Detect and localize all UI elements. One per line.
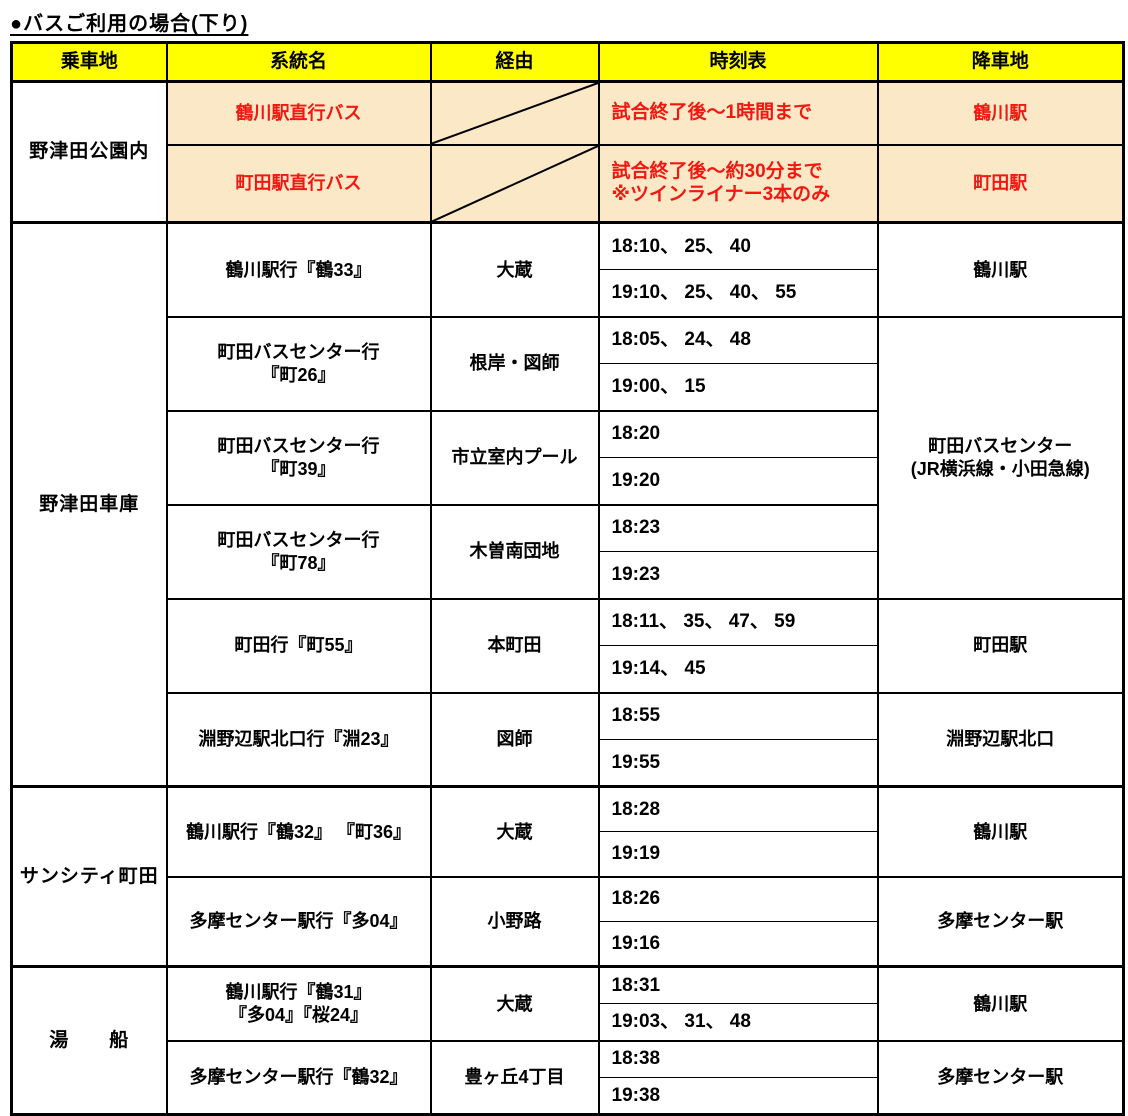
bus-timetable: 乗車地 系統名 経由 時刻表 降車地 野津田公園内 鶴川駅直行バス 試合終了後～… (10, 41, 1125, 1116)
route-name-cell: 町田駅直行バス (165, 143, 432, 224)
route-name-cell: 鶴川駅行『鶴32』 『町36』 (165, 785, 432, 878)
boarding-cell: サンシティ町田 (10, 785, 168, 968)
route-name-cell: 鶴川駅行『鶴31』 『多04』『桜24』 (165, 965, 432, 1042)
route-name-cell: 鶴川駅行『鶴33』 (165, 221, 432, 318)
dropoff-cell: 多摩センター駅 (876, 1039, 1125, 1116)
time-cell-18: 18:11、 35、 47、 59 (597, 597, 879, 646)
table-row: 19:20 (12, 457, 1124, 506)
table-row: 町田バスセンター行 『町78』 木曽南団地 18:23 (12, 503, 1124, 600)
table-row: 町田駅直行バス 試合終了後～約30分まで ※ツインライナー3本のみ 町田駅 (12, 143, 1125, 224)
time-cell-19: 19:20 (597, 457, 879, 506)
time-cell-19: 19:38 (597, 1077, 879, 1116)
dropoff-cell: 鶴川駅 (876, 80, 1125, 146)
time-cell-19: 19:03、 31、 48 (597, 1003, 879, 1042)
time-cell-19: 19:19 (597, 831, 879, 878)
time-cell-18: 18:26 (597, 875, 879, 922)
diagonal-slash-icon (432, 83, 598, 144)
via-cell: 市立室内プール (429, 409, 600, 506)
table-row: 19:23 (12, 551, 1124, 600)
time-cell-18: 18:28 (597, 785, 879, 832)
header-schedule: 時刻表 (597, 41, 879, 83)
table-row: 多摩センター駅行『鶴32』 豊ヶ丘4丁目 18:38 多摩センター駅 (12, 1039, 1125, 1116)
route-name-cell: 町田バスセンター行 『町39』 (165, 409, 432, 506)
route-name-cell: 町田バスセンター行 『町78』 (165, 503, 432, 600)
dropoff-cell: 鶴川駅 (876, 221, 1125, 318)
dropoff-cell: 淵野辺駅北口 (876, 691, 1125, 788)
table-row: 19:55 (12, 739, 1124, 788)
table-row: 野津田公園内 鶴川駅直行バス 試合終了後～1時間まで 鶴川駅 (10, 80, 1125, 224)
table-row: サンシティ町田 鶴川駅行『鶴32』 『町36』 大蔵 18:28 鶴川駅 (10, 785, 1125, 968)
header-boarding: 乗車地 (10, 41, 168, 83)
via-cell: 木曽南団地 (429, 503, 600, 600)
page-title: ●バスご利用の場合(下り) (10, 13, 249, 35)
time-cell-19: 19:55 (597, 739, 879, 788)
boarding-cell: 野津田車庫 (10, 221, 168, 788)
via-cell: 根岸・図師 (429, 315, 600, 412)
table-row: 19:03、 31、 48 (12, 1003, 1124, 1042)
time-cell-19: 19:00、 15 (597, 363, 879, 412)
table-row: 19:16 (12, 921, 1124, 968)
table-row: 湯 船 鶴川駅行『鶴31』 『多04』『桜24』 大蔵 18:31 鶴川駅 (10, 965, 1125, 1116)
table-row: 淵野辺駅北口行『淵23』 図師 18:55 淵野辺駅北口 (12, 691, 1125, 788)
route-name-cell: 多摩センター駅行『多04』 (165, 875, 432, 968)
table-header-row: 乗車地 系統名 経由 時刻表 降車地 (10, 41, 1125, 83)
table-row: 19:19 (12, 831, 1124, 878)
table-row: 19:00、 15 (12, 363, 1124, 412)
diagonal-slash-icon (432, 146, 598, 222)
schedule-cell: 試合終了後～1時間まで (597, 80, 879, 146)
boarding-cell: 野津田公園内 (10, 80, 168, 224)
boarding-cell: 湯 船 (10, 965, 168, 1116)
route-name-cell: 淵野辺駅北口行『淵23』 (165, 691, 432, 788)
time-cell-18: 18:20 (597, 409, 879, 458)
time-cell-19: 19:16 (597, 921, 879, 968)
table-row: 野津田車庫 鶴川駅行『鶴33』 大蔵 18:10、 25、 40 鶴川駅 (10, 221, 1125, 788)
dropoff-cell: 町田駅 (876, 143, 1125, 224)
dropoff-cell: 多摩センター駅 (876, 875, 1125, 968)
time-cell-19: 19:23 (597, 551, 879, 600)
time-cell-18: 18:31 (597, 965, 879, 1004)
route-name-cell: 町田行『町55』 (165, 597, 432, 694)
header-dropoff: 降車地 (876, 41, 1125, 83)
table-row: 町田行『町55』 本町田 18:11、 35、 47、 59 町田駅 (12, 597, 1125, 694)
via-diagonal-cell (429, 143, 600, 224)
route-name-cell: 鶴川駅直行バス (165, 80, 432, 146)
table-row: 町田バスセンター行 『町26』 根岸・図師 18:05、 24、 48 町田バス… (12, 315, 1125, 600)
table-row: 町田バスセンター行 『町39』 市立室内プール 18:20 (12, 409, 1124, 506)
time-cell-18: 18:10、 25、 40 (597, 221, 879, 270)
dropoff-cell: 鶴川駅 (876, 965, 1125, 1042)
table-row: 19:10、 25、 40、 55 (12, 269, 1124, 318)
time-cell-19: 19:10、 25、 40、 55 (597, 269, 879, 318)
time-cell-18: 18:23 (597, 503, 879, 552)
header-route: 系統名 (165, 41, 432, 83)
dropoff-cell: 鶴川駅 (876, 785, 1125, 878)
via-cell: 大蔵 (429, 965, 600, 1042)
route-name-cell: 多摩センター駅行『鶴32』 (165, 1039, 432, 1116)
via-cell: 小野路 (429, 875, 600, 968)
header-via: 経由 (429, 41, 600, 83)
time-cell-19: 19:14、 45 (597, 645, 879, 694)
via-cell: 豊ヶ丘4丁目 (429, 1039, 600, 1116)
dropoff-cell: 町田駅 (876, 597, 1125, 694)
time-cell-18: 18:55 (597, 691, 879, 740)
time-cell-18: 18:05、 24、 48 (597, 315, 879, 364)
route-name-cell: 町田バスセンター行 『町26』 (165, 315, 432, 412)
time-cell-18: 18:38 (597, 1039, 879, 1078)
via-diagonal-cell (429, 80, 600, 146)
via-cell: 図師 (429, 691, 600, 788)
via-cell: 大蔵 (429, 221, 600, 318)
dropoff-cell: 町田バスセンター (JR横浜線・小田急線) (876, 315, 1125, 600)
table-row: 19:14、 45 (12, 645, 1124, 694)
via-cell: 本町田 (429, 597, 600, 694)
via-cell: 大蔵 (429, 785, 600, 878)
table-row: 19:38 (12, 1077, 1124, 1116)
table-row: 多摩センター駅行『多04』 小野路 18:26 多摩センター駅 (12, 875, 1125, 968)
schedule-cell: 試合終了後～約30分まで ※ツインライナー3本のみ (597, 143, 879, 224)
